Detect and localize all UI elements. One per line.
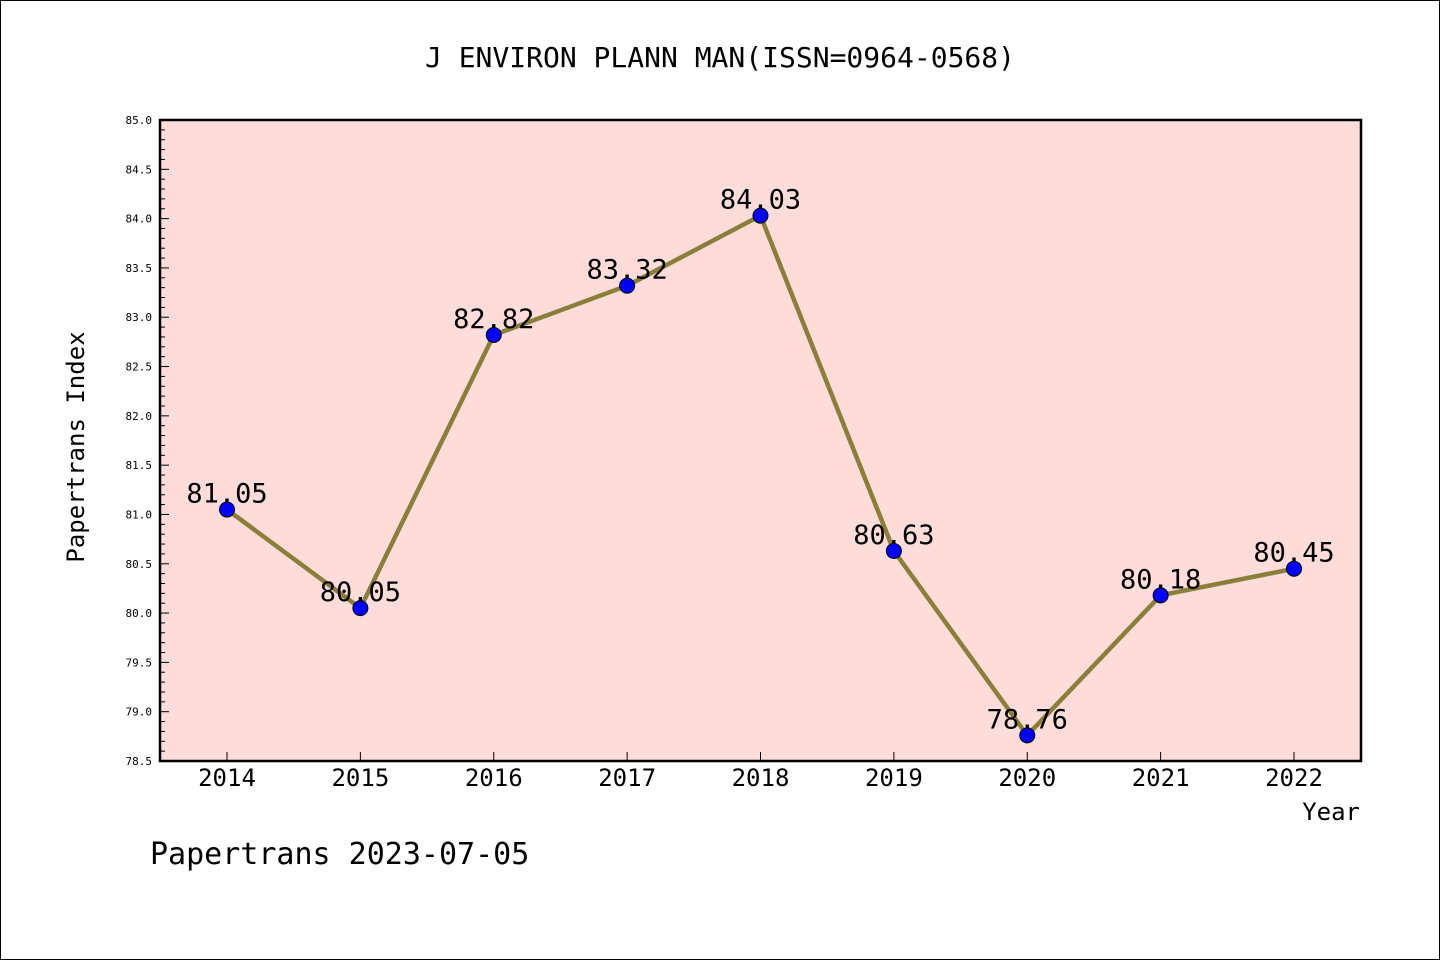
data-point-label: 81.05 <box>186 479 267 510</box>
y-tick-label: 78.5 <box>126 755 153 768</box>
y-axis-label: Papertrans Index <box>62 331 90 562</box>
y-tick-label: 81.0 <box>126 508 153 521</box>
y-tick-label: 80.0 <box>126 607 153 620</box>
y-tick-label: 82.0 <box>126 410 153 423</box>
x-tick-label: 2020 <box>998 764 1056 792</box>
y-tick-label: 83.5 <box>126 262 153 275</box>
data-point-label: 80.45 <box>1253 538 1334 569</box>
data-point-label: 84.03 <box>720 185 801 216</box>
y-tick-label: 79.0 <box>126 706 153 719</box>
chart-title: J ENVIRON PLANN MAN(ISSN=0964-0568) <box>425 41 1015 74</box>
data-point-label: 78.76 <box>987 704 1068 735</box>
data-point-label: 83.32 <box>586 255 667 286</box>
x-tick-label: 2016 <box>465 764 523 792</box>
x-tick-label: 2019 <box>865 764 923 792</box>
y-tick-label: 80.5 <box>126 558 153 571</box>
x-tick-label: 2015 <box>331 764 389 792</box>
x-tick-label: 2018 <box>732 764 790 792</box>
footer-stamp: Papertrans 2023-07-05 <box>150 837 529 872</box>
y-tick-label: 83.0 <box>126 311 153 324</box>
x-tick-label: 2021 <box>1132 764 1190 792</box>
data-point-label: 80.05 <box>320 577 401 608</box>
chart-svg: J ENVIRON PLANN MAN(ISSN=0964-0568) 78.5… <box>0 0 1440 960</box>
x-tick-label: 2017 <box>598 764 656 792</box>
y-tick-label: 84.5 <box>126 163 153 176</box>
x-tick-label: 2022 <box>1265 764 1323 792</box>
y-tick-label: 79.5 <box>126 656 153 669</box>
y-tick-label: 82.5 <box>126 361 153 374</box>
y-tick-label: 81.5 <box>126 459 153 472</box>
x-tick-label: 2014 <box>198 764 256 792</box>
data-point-label: 80.63 <box>853 520 934 551</box>
y-tick-label: 85.0 <box>126 114 153 127</box>
x-axis-label: Year <box>1302 798 1360 826</box>
y-tick-label: 84.0 <box>126 213 153 226</box>
data-point-label: 80.18 <box>1120 564 1201 595</box>
data-point-label: 82.82 <box>453 304 534 335</box>
